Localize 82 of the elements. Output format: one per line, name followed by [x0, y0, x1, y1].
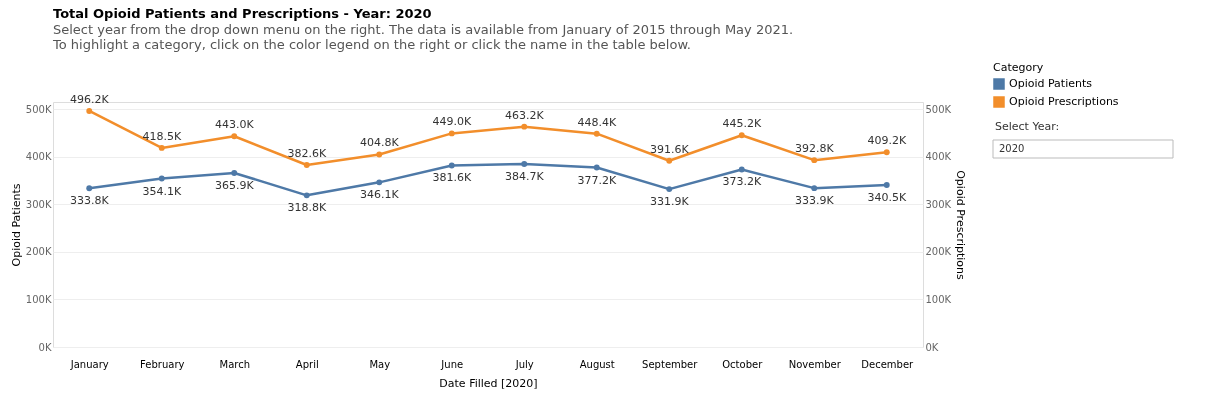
- data-label: 449.0K: [432, 115, 472, 129]
- point: [448, 130, 455, 137]
- data-label: 318.8K: [287, 201, 327, 215]
- point: [666, 186, 673, 193]
- x-tick-label: November: [788, 358, 842, 370]
- data-label: 463.2K: [504, 108, 545, 122]
- y2-tick-label: 500K: [925, 103, 952, 115]
- point: [811, 185, 818, 192]
- text: 2020: [999, 143, 1025, 154]
- y-tick-label: 500K: [25, 103, 52, 115]
- data-label: 333.9K: [794, 194, 835, 208]
- data-label: 377.2K: [577, 173, 617, 187]
- y2-axis-title: Opioid Prescriptions: [954, 170, 968, 281]
- point: [303, 192, 310, 199]
- point: [86, 107, 93, 114]
- data-label: 333.8K: [69, 194, 110, 208]
- data-label: 391.6K: [649, 142, 690, 156]
- data-label: 392.8K: [794, 142, 835, 156]
- text: Select Year:: [995, 120, 1060, 133]
- x-tick-label: June: [440, 358, 464, 370]
- data-label: 346.1K: [359, 188, 400, 202]
- chart-title: Total Opioid Patients and Prescriptions - Year: 2020: [53, 6, 432, 21]
- point: [521, 161, 528, 167]
- data-label: 404.8K: [359, 136, 400, 150]
- legend-title: Category: [993, 61, 1044, 74]
- y2-tick-label: 100K: [925, 293, 952, 305]
- x-tick-label: August: [579, 358, 615, 370]
- data-label: 354.1K: [142, 184, 182, 198]
- point: [231, 133, 238, 140]
- point: [158, 175, 165, 182]
- point: [811, 157, 818, 164]
- data-label: 382.6K: [287, 146, 327, 160]
- legend-label: Opioid Patients: [1009, 77, 1093, 90]
- data-label: 418.5K: [142, 129, 182, 143]
- data-label: 384.7K: [504, 169, 545, 183]
- point: [376, 151, 383, 158]
- data-label: 365.9K: [214, 178, 255, 192]
- x-tick-label: May: [369, 358, 391, 370]
- x-tick-label: January: [69, 358, 109, 370]
- y2-tick-label: 0K: [925, 341, 939, 353]
- point: [593, 164, 600, 171]
- legend-label: Opioid Prescriptions: [1009, 95, 1119, 108]
- y-tick-label: 200K: [25, 246, 52, 258]
- y2-tick-label: 300K: [925, 198, 952, 210]
- data-label: 409.2K: [867, 134, 907, 148]
- point: [521, 123, 528, 130]
- point: [231, 169, 238, 176]
- y-tick-label: 400K: [25, 151, 52, 163]
- point: [303, 162, 310, 168]
- point: [738, 132, 745, 139]
- y-tick-label: 0K: [38, 341, 52, 353]
- x-tick-label: March: [219, 358, 250, 370]
- y-tick-label: 300K: [25, 198, 52, 210]
- y2-tick-label: 400K: [925, 151, 952, 163]
- point: [666, 157, 673, 164]
- point: [448, 162, 455, 169]
- x-axis-title: Date Filled [2020]: [439, 376, 538, 390]
- point: [86, 185, 93, 192]
- x-tick-label: July: [514, 358, 534, 370]
- point: [376, 179, 383, 186]
- point: [883, 149, 890, 156]
- y-axis-title: Opioid Patients: [9, 183, 23, 267]
- data-label: 373.2K: [722, 175, 762, 189]
- point: [738, 166, 745, 173]
- data-label: 340.5K: [867, 191, 907, 205]
- data-label: 331.9K: [649, 195, 690, 209]
- x-tick-label: February: [140, 358, 185, 370]
- data-label: 443.0K: [214, 118, 255, 132]
- y2-tick-label: 200K: [925, 246, 952, 258]
- x-tick-label: December: [861, 358, 915, 370]
- data-label: 448.4K: [577, 115, 617, 129]
- data-label: 381.6K: [432, 171, 472, 185]
- x-tick-label: April: [295, 358, 319, 370]
- data-label: 445.2K: [722, 117, 762, 131]
- data-label: 496.2K: [69, 92, 110, 106]
- point: [883, 182, 890, 188]
- y-tick-label: 100K: [25, 293, 52, 305]
- chart-subtitle: Select year from the drop down menu on the right. The data is available from January of 2015 through May 2021. To highlight a category, click on the color legend on the right or click the name in the table below.: [52, 22, 794, 52]
- point: [158, 144, 165, 151]
- x-tick-label: September: [642, 358, 699, 370]
- point: [593, 130, 600, 137]
- x-tick-label: October: [722, 358, 764, 370]
